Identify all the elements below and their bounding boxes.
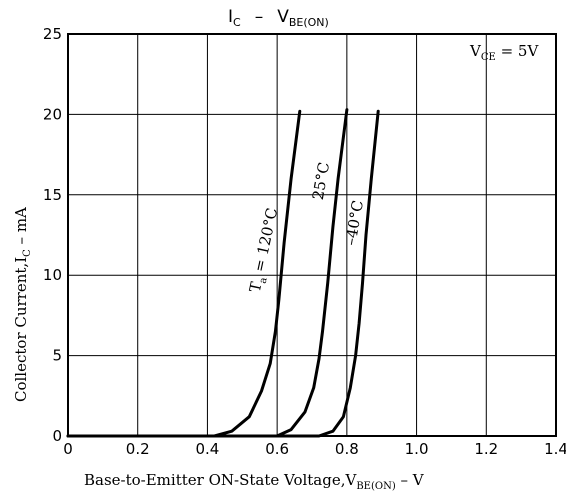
y-tick-label: 5 bbox=[52, 347, 62, 365]
x-tick-label: 0.4 bbox=[195, 440, 219, 458]
y-tick-label: 20 bbox=[43, 105, 62, 123]
x-tick-label: 1.2 bbox=[474, 440, 498, 458]
plot-frame bbox=[67, 33, 557, 437]
condition-annotation: VCE = 5V bbox=[469, 42, 539, 63]
grid-layer bbox=[67, 33, 557, 437]
y-tick-label: 0 bbox=[52, 427, 62, 445]
series-label: Ta = 120°C bbox=[246, 206, 284, 294]
x-tick-label: 0.6 bbox=[265, 440, 289, 458]
y-tick-label: 25 bbox=[43, 25, 62, 43]
x-axis-label: Base-to-Emitter ON-State Voltage,VBE(ON)… bbox=[84, 471, 425, 492]
x-tick-label: 0.8 bbox=[335, 440, 359, 458]
series-line bbox=[66, 109, 380, 438]
x-tick-label: 1.4 bbox=[544, 440, 566, 458]
series-layer bbox=[66, 108, 380, 438]
series-line bbox=[66, 108, 349, 438]
y-tick-label: 15 bbox=[43, 186, 62, 204]
tick-labels: 0 0.2 0.4 0.6 0.8 1.0 1.2 1.4 0 5 10 15 20 25 bbox=[43, 25, 566, 458]
y-tick-label: 10 bbox=[43, 266, 62, 284]
x-tick-label: 1.0 bbox=[405, 440, 429, 458]
x-tick-label: 0.2 bbox=[126, 440, 150, 458]
x-tick-label: 0 bbox=[63, 440, 73, 458]
series-labels: Ta = 120°C25°C–40°C bbox=[246, 161, 367, 294]
chart-title: IC – VBE(ON) bbox=[228, 7, 329, 29]
y-axis-label: Collector Current,IC – mA bbox=[12, 207, 33, 402]
series-label: –40°C bbox=[341, 199, 367, 247]
series-line bbox=[66, 109, 302, 438]
